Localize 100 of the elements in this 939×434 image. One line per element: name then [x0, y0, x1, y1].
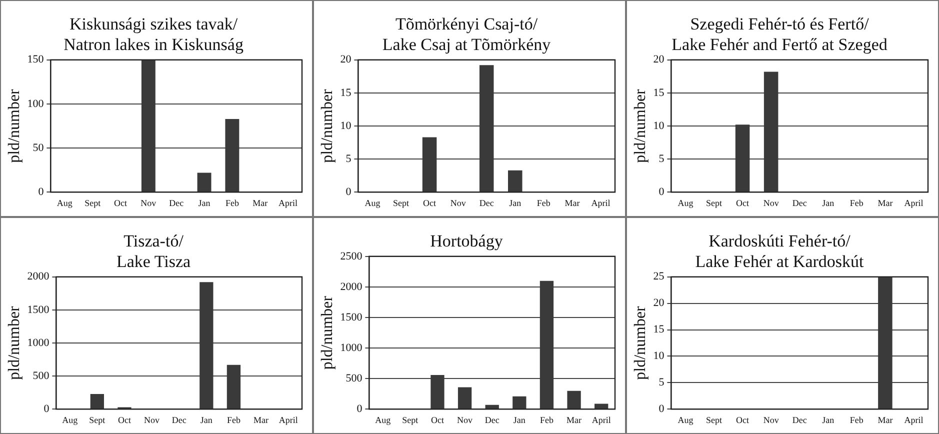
- x-tick-label: Aug: [678, 198, 694, 208]
- y-tick-label: 1000: [340, 342, 363, 354]
- x-tick-label: Mar: [254, 414, 269, 425]
- y-axis-title: pld/number: [6, 88, 23, 163]
- x-tick-label: Nov: [763, 414, 780, 425]
- y-tick-label: 0: [44, 403, 50, 416]
- y-tick-label: 0: [658, 186, 665, 198]
- chart-title: Szegedi Fehér-tó és Fertő/ Lake Fehér and Fertő at Szeged: [672, 14, 888, 54]
- bar: [485, 404, 499, 409]
- x-tick-label: April: [591, 198, 611, 208]
- x-tick-label: April: [592, 414, 612, 425]
- x-tick-label: Mar: [252, 198, 268, 208]
- x-tick-label: Sept: [402, 414, 419, 425]
- y-tick-label: 100: [27, 98, 44, 110]
- x-tick-label: Jan: [513, 414, 526, 425]
- x-tick-label: Mar: [566, 414, 582, 425]
- x-tick-label: Jan: [200, 414, 213, 425]
- y-tick-label: 10: [340, 120, 352, 132]
- x-tick-label: Mar: [564, 198, 580, 208]
- x-tick-label: Jan: [822, 198, 835, 208]
- y-tick-label: 25: [653, 270, 665, 283]
- chart-title: Tisza-tó/ Lake Tisza: [116, 232, 192, 272]
- x-tick-label: Feb: [850, 414, 864, 425]
- y-tick-label: 1500: [27, 304, 50, 316]
- bar: [458, 387, 472, 409]
- bar: [512, 396, 526, 409]
- x-tick-label: Nov: [457, 414, 474, 425]
- x-tick-label: Dec: [479, 198, 494, 208]
- y-tick-label: 1000: [27, 336, 50, 349]
- y-tick-label: 0: [658, 403, 665, 416]
- y-axis-title: pld/number: [6, 305, 23, 380]
- x-tick-label: Nov: [450, 198, 466, 208]
- x-tick-label: Dec: [172, 414, 186, 425]
- bar: [90, 394, 104, 409]
- x-tick-label: Feb: [540, 414, 554, 425]
- x-tick-label: Oct: [736, 198, 750, 208]
- y-axis-title: pld/number: [318, 295, 336, 370]
- y-tick-label: 0: [356, 403, 363, 416]
- x-tick-label: Jan: [198, 198, 211, 208]
- y-axis-title: pld/number: [318, 88, 336, 163]
- y-tick-label: 2000: [27, 270, 50, 283]
- x-tick-label: Feb: [850, 198, 864, 208]
- x-tick-label: Oct: [114, 198, 128, 208]
- x-tick-label: April: [904, 198, 924, 208]
- x-tick-label: Jan: [509, 198, 522, 208]
- y-tick-label: 15: [653, 86, 665, 99]
- x-tick-label: Sept: [392, 198, 410, 208]
- y-tick-label: 500: [346, 372, 363, 385]
- x-tick-label: Sept: [706, 198, 722, 208]
- y-tick-label: 10: [653, 120, 665, 132]
- y-tick-label: 5: [658, 152, 665, 165]
- y-axis-title: pld/number: [632, 88, 649, 163]
- x-tick-label: April: [278, 198, 298, 208]
- x-tick-label: April: [904, 414, 924, 425]
- x-tick-label: Oct: [423, 198, 437, 208]
- y-tick-label: 150: [27, 54, 44, 66]
- chart-title: Tõmörkényi Csaj-tó/ Lake Csaj at Tõmörkény: [382, 14, 552, 54]
- x-tick-label: Aug: [56, 198, 73, 208]
- y-tick-label: 20: [653, 297, 665, 310]
- x-tick-label: Mar: [878, 198, 893, 208]
- x-tick-label: Feb: [225, 198, 240, 208]
- x-tick-label: Sept: [89, 414, 106, 425]
- x-tick-label: Feb: [226, 414, 241, 425]
- y-tick-label: 15: [653, 324, 665, 336]
- x-tick-label: Dec: [484, 414, 500, 425]
- x-tick-label: Sept: [706, 414, 722, 425]
- bar: [508, 170, 522, 192]
- x-tick-label: Dec: [792, 198, 807, 208]
- y-tick-label: 1500: [340, 311, 363, 324]
- x-tick-label: Oct: [736, 414, 750, 425]
- y-tick-label: 500: [32, 370, 50, 382]
- x-tick-label: Mar: [878, 414, 893, 425]
- y-tick-label: 2000: [340, 280, 363, 293]
- x-tick-label: Aug: [678, 414, 694, 425]
- y-tick-label: 20: [653, 54, 665, 66]
- chart-title: Hortobágy: [430, 232, 504, 251]
- y-tick-label: 0: [38, 186, 44, 198]
- x-tick-label: Aug: [62, 414, 78, 425]
- chart-title: Kardoskúti Fehér-tó/ Lake Fehér at Kardoskút: [695, 232, 864, 272]
- y-tick-label: 50: [32, 142, 44, 154]
- x-tick-label: Feb: [536, 198, 551, 208]
- y-tick-label: 0: [346, 186, 352, 198]
- x-tick-label: Nov: [144, 414, 160, 425]
- y-tick-label: 20: [340, 54, 352, 66]
- x-tick-label: Aug: [364, 198, 381, 208]
- y-tick-label: 5: [658, 376, 665, 389]
- bar: [594, 404, 608, 409]
- x-tick-label: Jan: [822, 414, 835, 425]
- x-tick-label: Dec: [169, 198, 184, 208]
- y-tick-label: 15: [340, 86, 352, 99]
- bar: [567, 390, 581, 409]
- x-tick-label: April: [278, 414, 298, 425]
- y-tick-label: 2500: [340, 250, 363, 262]
- x-tick-label: Nov: [763, 198, 780, 208]
- x-tick-label: Sept: [84, 198, 102, 208]
- x-tick-label: Dec: [792, 414, 807, 425]
- x-tick-label: Nov: [140, 198, 157, 208]
- x-tick-label: Oct: [118, 414, 132, 425]
- bar: [197, 172, 212, 192]
- y-tick-label: 10: [653, 350, 665, 362]
